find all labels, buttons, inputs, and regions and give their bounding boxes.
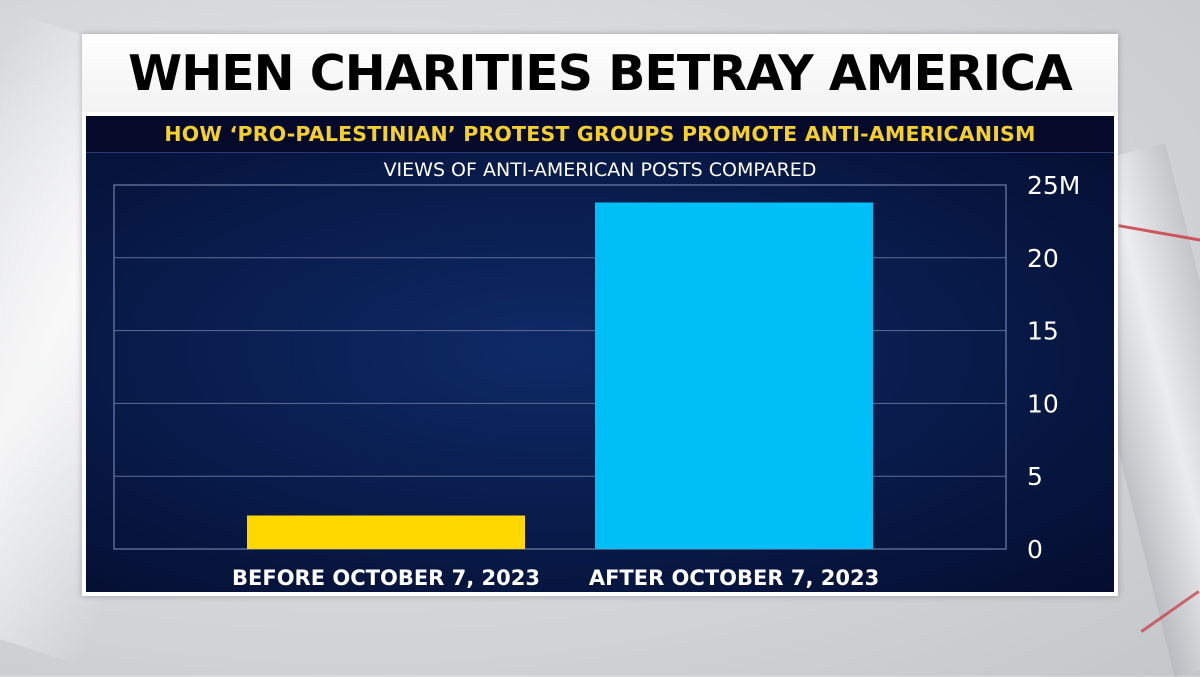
y-tick-label: 25M [1027,171,1080,200]
subheadline: HOW ‘PRO-PALESTINIAN’ PROTEST GROUPS PRO… [86,116,1114,153]
bar-chart: 0 5 10 15 20 25M BEFORE OCTOBER 7, 2023 AFTER O… [113,171,1080,590]
y-tick-label: 5 [1027,462,1043,491]
y-tick-label: 0 [1027,535,1043,564]
x-category-label: BEFORE OCTOBER 7, 2023 [232,566,540,590]
background-red-accent [1140,590,1200,633]
plot-frame [113,184,1007,550]
background-red-accent [1118,224,1200,243]
y-tick-label: 15 [1027,317,1059,346]
chart-title: VIEWS OF ANTI-AMERICAN POSTS COMPARED [383,159,817,181]
bar [595,202,873,550]
x-category-label: AFTER OCTOBER 7, 2023 [589,566,879,590]
y-tick-label: 10 [1027,389,1059,418]
y-tick-label: 20 [1027,244,1059,273]
headline: WHEN CHARITIES BETRAY AMERICA [82,34,1118,112]
bar [247,515,525,549]
graphic-panel: WHEN CHARITIES BETRAY AMERICA HOW ‘PRO-P… [82,34,1118,596]
